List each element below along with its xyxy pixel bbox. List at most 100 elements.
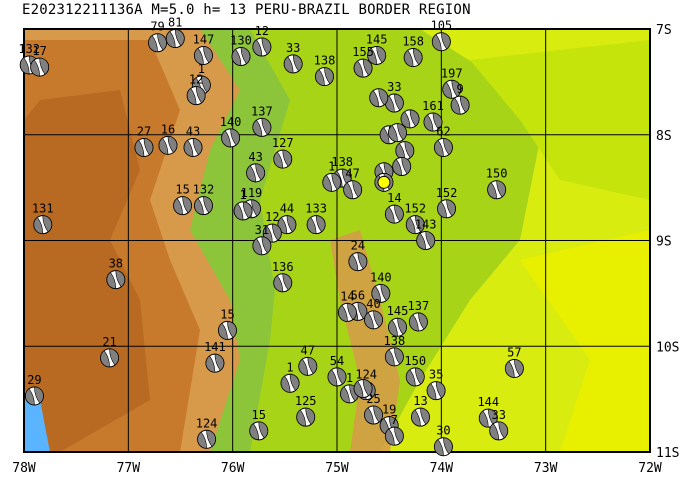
latitude-axis: 7S 8S 9S 10S 11S xyxy=(656,23,679,461)
focal-mechanism-icon xyxy=(388,317,408,337)
focal-mechanism-icon xyxy=(489,421,509,441)
focal-mechanism-icon xyxy=(106,270,126,290)
event-depth-label: 105 xyxy=(430,19,452,33)
focal-mechanism-icon xyxy=(327,367,347,387)
focal-mechanism-icon xyxy=(410,407,430,427)
lat-tick-label: 10S xyxy=(656,340,679,355)
focal-mechanism-icon xyxy=(221,128,241,148)
event-depth-label: 158 xyxy=(402,35,424,49)
focal-mechanism-icon xyxy=(24,386,44,406)
event-depth-label: 138 xyxy=(384,334,406,348)
event-depth-label: 127 xyxy=(272,136,294,150)
event-depth-label: 21 xyxy=(102,335,116,349)
focal-mechanism-icon xyxy=(252,236,272,256)
event-depth-label: 30 xyxy=(436,424,450,438)
focal-mechanism-icon xyxy=(193,196,213,216)
event-depth-label: 143 xyxy=(415,218,437,232)
focal-mechanism-icon xyxy=(371,283,391,303)
focal-mechanism-icon xyxy=(384,426,404,446)
focal-mechanism-icon xyxy=(364,405,384,425)
focal-mechanism-icon xyxy=(246,163,266,183)
event-depth-label: 133 xyxy=(305,202,327,216)
lat-tick-label: 7S xyxy=(656,23,672,38)
focal-mechanism-icon xyxy=(431,32,451,52)
focal-mechanism-icon xyxy=(423,112,443,132)
focal-mechanism-icon xyxy=(231,46,251,66)
focal-mechanism-icon xyxy=(283,54,303,74)
focal-mechanism-icon xyxy=(433,137,453,157)
event-depth-label: 1 xyxy=(286,360,293,374)
focal-mechanism-icon xyxy=(314,67,334,87)
event-depth-label: 13 xyxy=(413,394,427,408)
lon-tick-label: 77W xyxy=(117,461,141,476)
focal-mechanism-icon xyxy=(384,347,404,367)
event-depth-label: 137 xyxy=(251,104,273,118)
focal-mechanism-icon xyxy=(277,215,297,235)
lon-tick-label: 73W xyxy=(534,461,558,476)
event-depth-label: 152 xyxy=(404,202,426,216)
event-depth-label: 19 xyxy=(382,403,396,417)
focal-mechanism-icon xyxy=(186,86,206,106)
focal-mechanism-icon xyxy=(134,137,154,157)
event-depth-label: 140 xyxy=(220,115,242,129)
event-depth-label: 138 xyxy=(314,54,336,68)
focal-mechanism-icon xyxy=(298,356,318,376)
event-depth-label: 150 xyxy=(404,354,426,368)
focal-mechanism-icon xyxy=(30,57,50,77)
focal-mechanism-icon xyxy=(405,367,425,387)
focal-mechanism-icon xyxy=(280,373,300,393)
map-frame xyxy=(23,28,651,453)
focal-mechanism-icon xyxy=(442,79,462,99)
focal-mechanism-icon xyxy=(273,273,293,293)
focal-mechanism-icon xyxy=(405,215,425,235)
event-depth-label: 43 xyxy=(186,124,200,138)
event-depth-label: 144 xyxy=(477,395,499,409)
event-depth-label: 155 xyxy=(352,45,374,59)
event-depth-label: 125 xyxy=(295,394,317,408)
map-title: E202312211136A M=5.0 h= 13 PERU-BRAZIL B… xyxy=(22,2,471,18)
focal-mechanism-icon xyxy=(197,429,217,449)
event-depth-label: 130 xyxy=(230,33,252,47)
event-depth-label: 132 xyxy=(18,42,40,56)
lon-tick-label: 75W xyxy=(325,461,349,476)
event-depth-label: 38 xyxy=(109,257,123,271)
focal-mechanism-icon xyxy=(369,88,389,108)
focal-mechanism-icon xyxy=(395,141,415,161)
event-depth-label: 62 xyxy=(436,124,450,138)
event-depth-label: 15 xyxy=(175,183,189,197)
focal-mechanism-icon xyxy=(273,149,293,169)
event-depth-label: 33 xyxy=(387,80,401,94)
lon-tick-label: 74W xyxy=(430,461,454,476)
focal-mechanism-icon xyxy=(296,407,316,427)
event-depth-label: 47 xyxy=(345,167,359,181)
focal-mechanism-icon xyxy=(249,421,269,441)
focal-mechanism-icon xyxy=(205,353,225,373)
event-depth-label: 56 xyxy=(351,288,365,302)
focal-mechanism-icon xyxy=(384,204,404,224)
focal-mechanism-icon xyxy=(416,231,436,250)
focal-mechanism-icon xyxy=(252,37,272,57)
event-depth-label: 31 xyxy=(255,223,269,237)
longitude-axis: 78W 77W 76W 75W 74W 73W 72W xyxy=(12,461,662,476)
focal-mechanism-icon xyxy=(450,95,470,115)
event-depth-label: 54 xyxy=(330,354,344,368)
event-depth-label: 33 xyxy=(491,408,505,422)
focal-mechanism-icon xyxy=(33,215,53,235)
focal-mechanism-icon xyxy=(426,381,446,401)
event-depth-label: 29 xyxy=(27,373,41,387)
event-depth-label: 140 xyxy=(370,270,392,284)
focal-mechanism-icon xyxy=(252,117,272,137)
focal-mechanism-icon xyxy=(400,109,420,129)
focal-mechanism-icon xyxy=(337,302,357,322)
event-depth-label: 57 xyxy=(507,345,521,359)
event-depth-label: 124 xyxy=(355,368,377,382)
event-depth-label: 145 xyxy=(387,304,409,318)
event-depth-label: 47 xyxy=(301,343,315,357)
focal-mechanism-icon xyxy=(353,58,373,78)
event-depth-label: 138 xyxy=(331,155,353,169)
event-depth-label: 12 xyxy=(255,24,269,38)
focal-mechanism-icon xyxy=(165,29,185,49)
event-depth-label: 150 xyxy=(486,167,508,181)
event-depth-label: 17 xyxy=(32,44,46,58)
